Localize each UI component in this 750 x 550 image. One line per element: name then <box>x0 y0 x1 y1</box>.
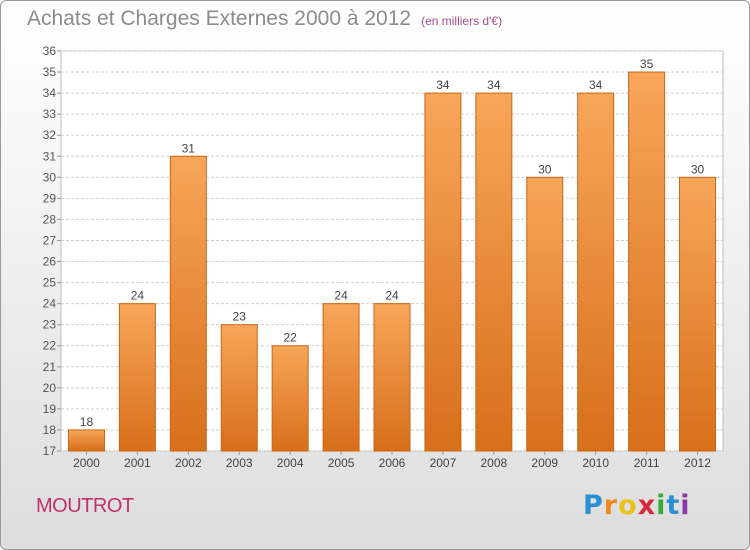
bar <box>679 176 717 452</box>
x-tick-label: 2000 <box>73 456 100 470</box>
bar-value-label: 18 <box>80 415 94 429</box>
y-tick-label: 31 <box>43 149 57 163</box>
bar <box>67 429 105 452</box>
x-tick-label: 2010 <box>582 456 609 470</box>
location-label: MOUTROT <box>36 495 134 517</box>
y-tick-label: 26 <box>43 255 57 269</box>
y-tick-label: 35 <box>43 65 57 79</box>
bar <box>169 155 207 452</box>
x-tick-label: 2006 <box>379 456 406 470</box>
logo-letter: r <box>603 490 619 521</box>
y-tick-label: 36 <box>43 44 57 58</box>
bar-value-label: 35 <box>640 57 654 71</box>
x-tick-label: 2012 <box>684 456 711 470</box>
x-tick-label: 2009 <box>531 456 558 470</box>
bar <box>118 303 156 452</box>
x-tick-label: 2005 <box>328 456 355 470</box>
y-tick-label: 28 <box>43 212 57 226</box>
y-tick-label: 17 <box>43 444 57 458</box>
bar <box>271 345 309 452</box>
y-tick-label: 24 <box>43 297 57 311</box>
y-tick-label: 33 <box>43 107 57 121</box>
x-tick-label: 2008 <box>480 456 507 470</box>
x-tick-label: 2001 <box>124 456 151 470</box>
y-tick-label: 27 <box>43 233 57 247</box>
bar <box>424 92 462 452</box>
bar-value-label: 23 <box>233 310 247 324</box>
bar <box>322 303 360 452</box>
bar <box>373 303 411 452</box>
bar <box>526 176 564 452</box>
bar-value-label: 34 <box>487 78 501 92</box>
chart-title-text: Achats et Charges Externes 2000 à 2012 <box>27 7 412 30</box>
bar-value-label: 34 <box>589 78 603 92</box>
logo-letter: i <box>656 490 667 521</box>
bar-value-label: 24 <box>131 289 145 303</box>
logo-letter: t <box>666 490 681 521</box>
x-tick-label: 2011 <box>634 456 660 470</box>
y-tick-label: 21 <box>43 360 57 374</box>
x-tick-label: 2002 <box>175 456 202 470</box>
y-tick-label: 32 <box>43 128 57 142</box>
bar-value-label: 24 <box>334 289 348 303</box>
y-tick-label: 30 <box>43 170 57 184</box>
bar <box>628 71 666 452</box>
y-tick-label: 19 <box>43 402 57 416</box>
y-tick-label: 34 <box>43 86 57 100</box>
bar <box>220 324 258 452</box>
y-tick-label: 23 <box>43 318 57 332</box>
y-tick-label: 22 <box>43 339 57 353</box>
x-tick-label: 2003 <box>226 456 253 470</box>
y-tick-label: 20 <box>43 381 57 395</box>
y-tick-label: 29 <box>43 191 57 205</box>
bar-value-label: 30 <box>691 162 705 176</box>
y-tick-label: 18 <box>43 423 57 437</box>
bar <box>475 92 513 452</box>
bar-value-label: 34 <box>436 78 450 92</box>
bar-value-label: 24 <box>385 289 399 303</box>
logo-letter: o <box>618 490 638 521</box>
logo-letter: P <box>583 490 604 521</box>
x-tick-label: 2004 <box>277 456 304 470</box>
y-tick-label: 25 <box>43 276 57 290</box>
logo-letter: x <box>637 490 657 521</box>
bar-value-label: 31 <box>182 141 196 155</box>
bar <box>577 92 615 452</box>
bar-value-label: 22 <box>283 331 297 345</box>
bar-value-label: 30 <box>538 162 552 176</box>
proxiti-logo: Proxiti <box>583 490 691 521</box>
chart-subtitle: (en milliers d'€) <box>421 14 503 28</box>
x-tick-label: 2007 <box>430 456 457 470</box>
chart-title: Achats et Charges Externes 2000 à 2012 (e… <box>27 7 502 31</box>
logo-letter: i <box>680 490 691 521</box>
